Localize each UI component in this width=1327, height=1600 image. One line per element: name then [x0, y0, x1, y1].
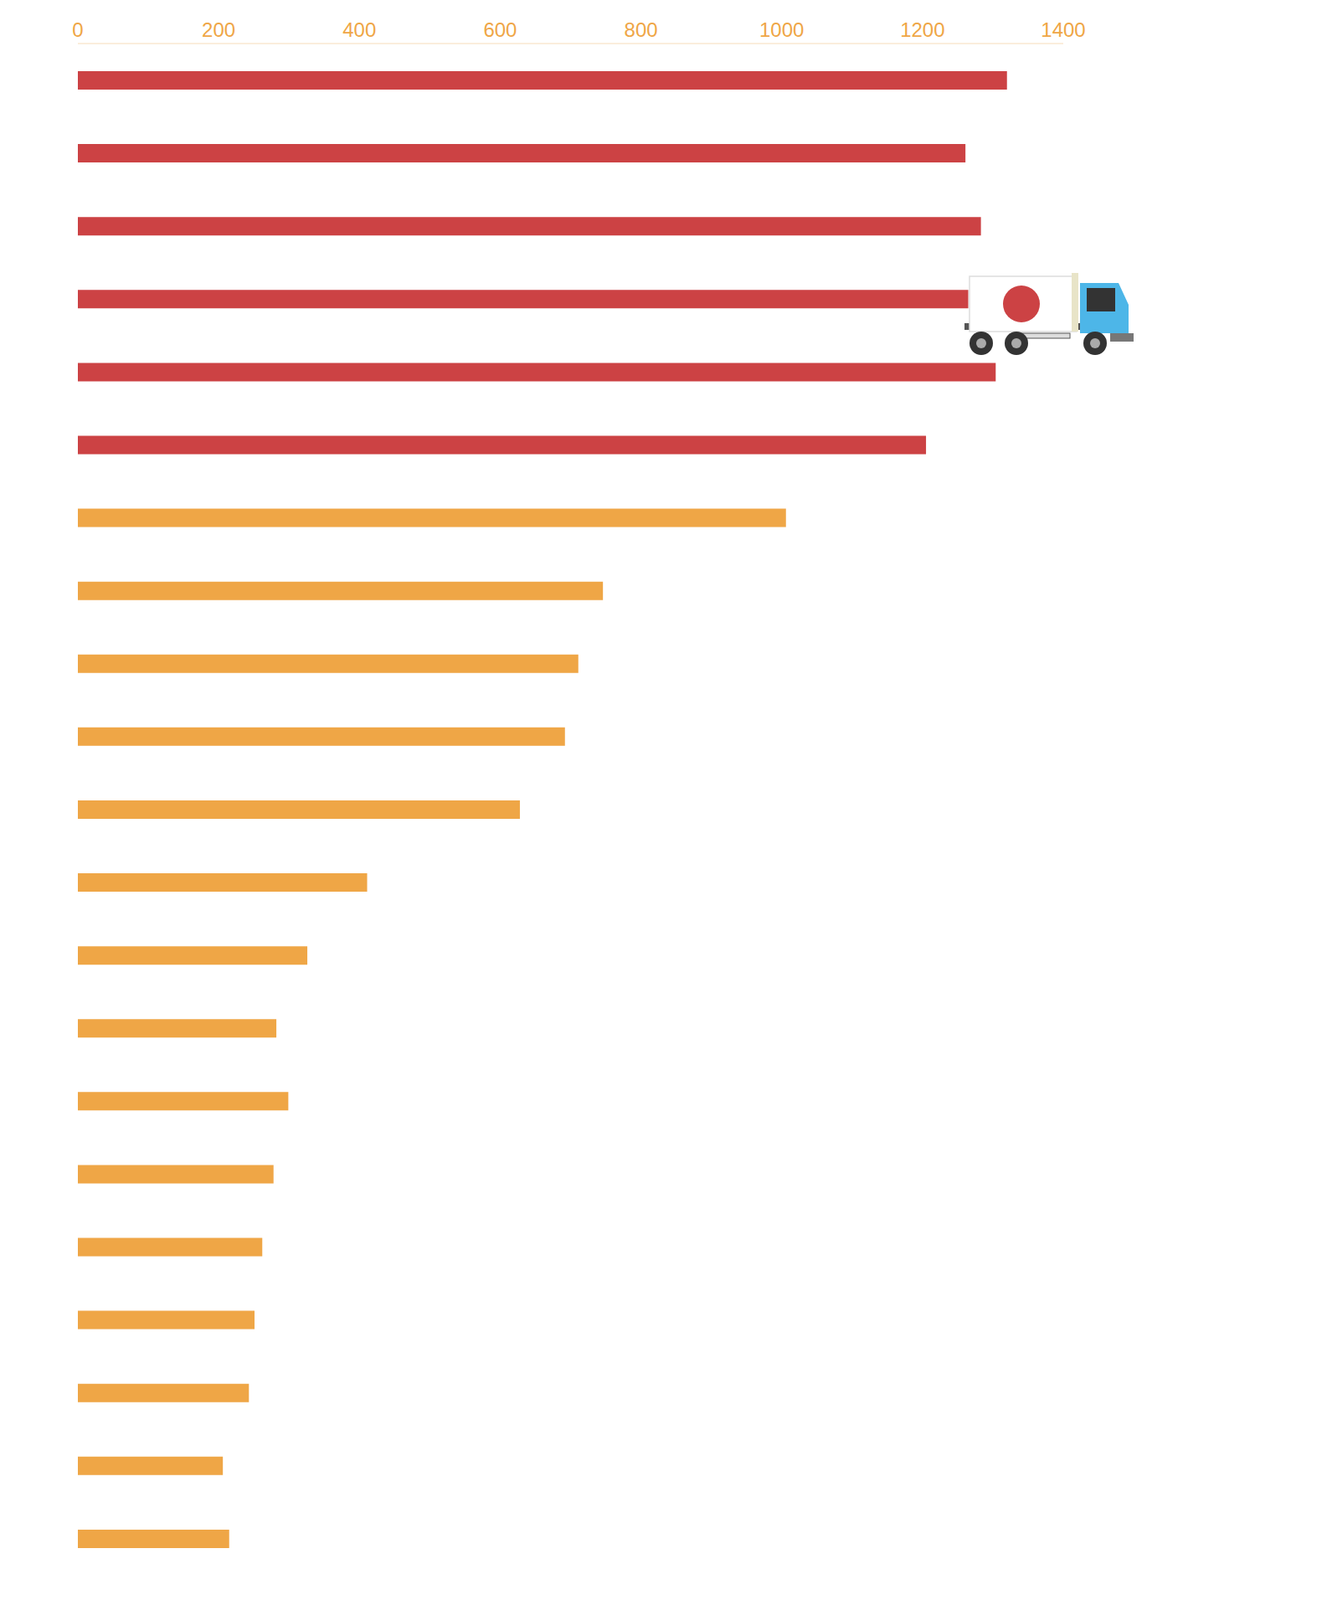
- svg-text:1200: 1200: [900, 18, 945, 42]
- svg-text:1000: 1000: [759, 18, 804, 42]
- svg-text:800: 800: [624, 18, 659, 42]
- svg-text:600: 600: [483, 18, 517, 42]
- svg-text:0: 0: [72, 18, 83, 42]
- svg-text:400: 400: [342, 18, 376, 42]
- svg-text:200: 200: [201, 18, 236, 42]
- svg-text:1400: 1400: [1040, 18, 1086, 42]
